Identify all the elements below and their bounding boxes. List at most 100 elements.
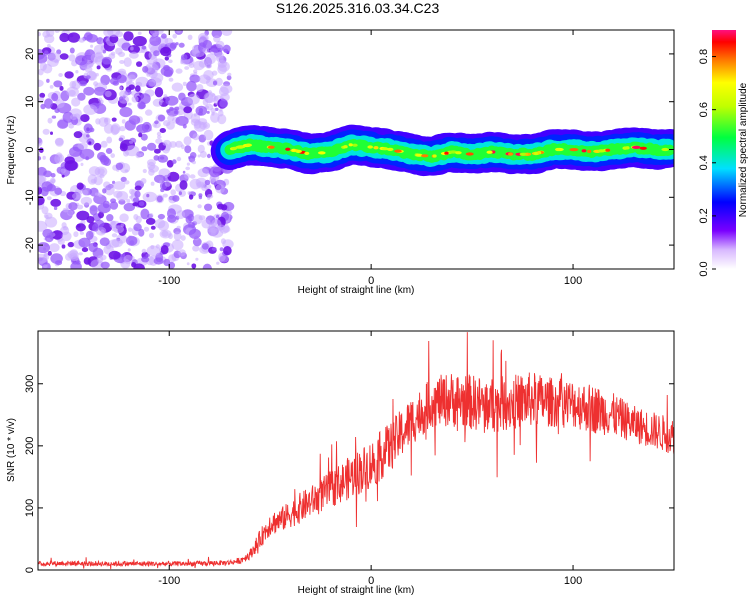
noise-blob (133, 223, 142, 232)
ridge-hotspot (415, 153, 423, 157)
noise-blob (98, 194, 103, 198)
noise-blob (61, 222, 67, 229)
noise-blob (78, 37, 86, 43)
noise-blob (121, 119, 126, 124)
noise-blob (51, 230, 64, 240)
noise-blob (168, 233, 173, 240)
ridge-hotspot (605, 148, 611, 152)
noise-blob (67, 250, 79, 259)
noise-blob (119, 60, 125, 64)
noise-blob (148, 232, 155, 239)
snr-y-ticks: 0 100 200 300 (24, 375, 674, 573)
noise-blob (100, 261, 110, 269)
noise-blob (141, 256, 150, 263)
y-tick-label: 100 (24, 499, 36, 517)
noise-blob (220, 238, 226, 245)
noise-blob (187, 34, 193, 40)
noise-blob (206, 110, 210, 114)
noise-blob (76, 210, 90, 221)
noise-blob (62, 207, 69, 213)
noise-blob (157, 135, 162, 139)
noise-blob (48, 52, 62, 63)
noise-blob (152, 98, 163, 107)
ridge-hotspot (352, 143, 358, 147)
noise-blob (38, 242, 50, 254)
ridge-hotspot (291, 148, 296, 152)
noise-blob (83, 131, 90, 140)
noise-blob (137, 101, 146, 110)
noise-blob (46, 78, 50, 83)
ridge-hotspot (348, 143, 353, 147)
noise-blob (221, 204, 228, 211)
noise-blob (219, 108, 223, 112)
noise-blob (211, 30, 223, 39)
noise-blob (83, 257, 91, 265)
noise-blob (173, 231, 182, 241)
noise-blob (111, 117, 117, 122)
noise-blob (216, 261, 220, 265)
snr-x-axis-label: Height of straight line (km) (298, 585, 415, 596)
noise-blob (58, 73, 63, 77)
noise-blob (146, 159, 156, 166)
noise-blob (167, 171, 180, 182)
noise-blob (182, 170, 186, 174)
noise-blob (196, 84, 204, 92)
noise-blob (39, 62, 47, 71)
noise-blob (77, 92, 86, 101)
noise-blob (61, 174, 65, 178)
noise-blob (47, 44, 51, 48)
noise-blob (38, 186, 43, 195)
noise-blob (142, 66, 149, 73)
noise-blob (187, 213, 195, 222)
noise-blob (82, 189, 89, 196)
noise-blob (184, 173, 191, 180)
noise-blob (105, 67, 112, 72)
noise-blob (73, 231, 79, 238)
ridge-hotspot (235, 145, 244, 149)
noise-blob (50, 198, 62, 207)
noise-blob (166, 109, 171, 113)
noise-blob (38, 96, 44, 103)
noise-blob (119, 143, 128, 152)
noise-blob (115, 162, 124, 170)
noise-blob (94, 219, 105, 228)
noise-blob (96, 255, 104, 264)
noise-blob (202, 123, 208, 129)
noise-blob (197, 168, 210, 178)
noise-blob (51, 178, 56, 183)
noise-blob (129, 51, 139, 59)
noise-blob (64, 160, 78, 171)
noise-blob (127, 248, 131, 252)
noise-blob (152, 32, 158, 38)
noise-blob (171, 82, 184, 92)
noise-blob (90, 178, 97, 184)
noise-blob (88, 141, 92, 145)
noise-blob (142, 168, 147, 174)
noise-blob (80, 162, 84, 167)
figure-title: S126.2025.316.03.34.C23 (275, 0, 440, 16)
noise-blob (42, 30, 51, 38)
noise-blob (205, 53, 216, 65)
noise-blob (175, 140, 183, 148)
ridge-hotspot (508, 152, 513, 156)
noise-blob (153, 50, 160, 57)
noise-blob (220, 93, 230, 102)
noise-blob (205, 63, 212, 69)
noise-blob (168, 59, 173, 64)
noise-blob (69, 80, 77, 89)
noise-blob (203, 129, 214, 141)
noise-blob (110, 123, 121, 135)
noise-blob (100, 229, 105, 234)
noise-blob (138, 132, 143, 138)
noise-blob (47, 117, 53, 124)
noise-blob (165, 95, 179, 106)
noise-blob (105, 148, 113, 154)
noise-blob (119, 96, 124, 102)
noise-blob (123, 180, 130, 185)
noise-blob (98, 211, 104, 219)
noise-blob (197, 154, 201, 158)
noise-blob (191, 263, 197, 269)
noise-blob (109, 77, 119, 85)
noise-blob (180, 54, 188, 61)
